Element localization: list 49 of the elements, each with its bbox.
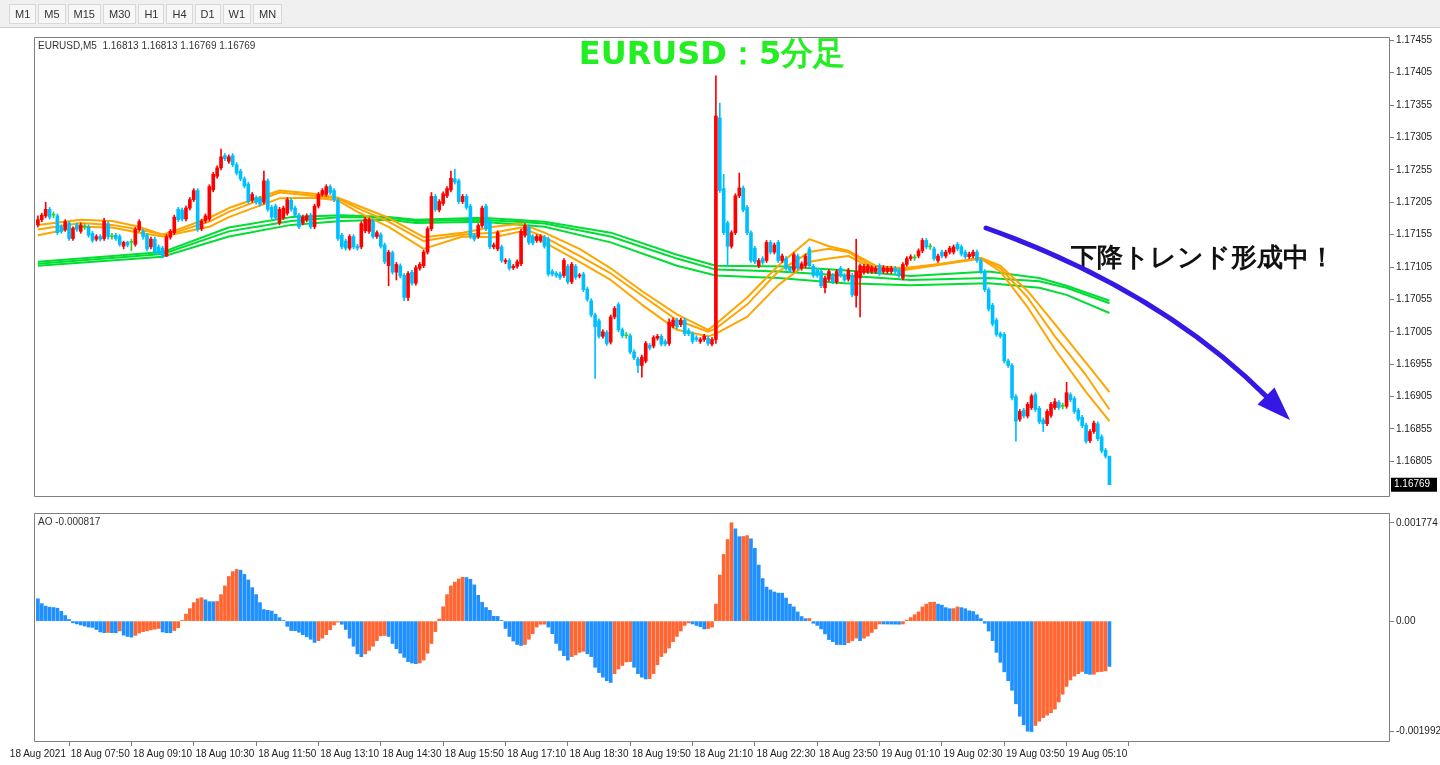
chart-title: EURUSD：5分足	[578, 34, 846, 73]
text: M15	[67, 3, 101, 24]
x-tick-label: 18 Aug 14:30	[382, 747, 442, 759]
y-tick-label: 1.17255	[1396, 163, 1433, 175]
y-tick-label: 1.17355	[1396, 98, 1433, 110]
y-tick-label: 1.17155	[1396, 228, 1433, 240]
x-tick-label: 18 Aug 22:30	[756, 747, 816, 759]
x-tick-label: 18 Aug 18:30	[569, 747, 629, 759]
x-tick-label: 18 Aug 13:10	[320, 747, 380, 759]
y-tick-label: 1.17455	[1396, 33, 1433, 45]
text: M5	[38, 3, 66, 24]
y-tick-label: -0.001992	[1396, 725, 1440, 737]
y-tick-label: 1.17105	[1396, 260, 1433, 272]
x-tick-label: 18 Aug 23:50	[818, 747, 879, 759]
text: W1	[222, 3, 252, 24]
text: M30	[102, 3, 137, 24]
text: M1	[9, 3, 37, 24]
y-tick-label: 1.17205	[1396, 195, 1433, 207]
chart-subtitle: EURUSD,M5 1.16813 1.16813 1.16769 1.16769	[38, 39, 256, 51]
text: H4	[166, 3, 193, 24]
x-tick-label: 18 Aug 11:50	[258, 747, 317, 759]
x-tick-label: 19 Aug 05:10	[1068, 747, 1128, 759]
y-tick-label: 1.17055	[1396, 293, 1433, 305]
y-tick-label: 1.17305	[1396, 131, 1433, 143]
x-tick-label: 19 Aug 03:50	[1005, 747, 1066, 759]
text: D1	[194, 3, 221, 24]
y-tick-label: 1.17405	[1396, 66, 1433, 78]
text: H1	[138, 3, 165, 24]
x-tick-label: 18 Aug 10:30	[195, 747, 255, 759]
x-tick-label: 18 Aug 07:50	[70, 747, 131, 759]
y-tick-label: 1.16855	[1396, 422, 1433, 434]
x-tick-label: 18 Aug 19:50	[631, 747, 692, 759]
y-tick-label: 0.001774	[1396, 516, 1439, 528]
text: 1.16769	[1394, 478, 1431, 490]
annotation: 下降トレンド形成中！	[1070, 241, 1336, 272]
text: MN	[253, 3, 283, 24]
x-tick-label: 18 Aug 21:10	[694, 747, 754, 759]
chart-title: AO -0.000817	[38, 515, 101, 527]
y-tick-label: 1.17005	[1396, 325, 1433, 337]
y-tick-label: 1.16805	[1396, 455, 1433, 467]
x-tick-label: 18 Aug 2021	[9, 747, 67, 759]
x-tick-label: 18 Aug 09:10	[133, 747, 193, 759]
y-tick-label: 1.16905	[1396, 390, 1433, 402]
y-tick-label: 0.00	[1396, 614, 1416, 626]
x-tick-label: 19 Aug 02:30	[943, 747, 1003, 759]
x-tick-label: 18 Aug 15:50	[444, 747, 505, 759]
y-tick-label: 1.16955	[1396, 357, 1433, 369]
x-tick-label: 18 Aug 17:10	[507, 747, 567, 759]
x-tick-label: 19 Aug 01:10	[881, 747, 941, 759]
